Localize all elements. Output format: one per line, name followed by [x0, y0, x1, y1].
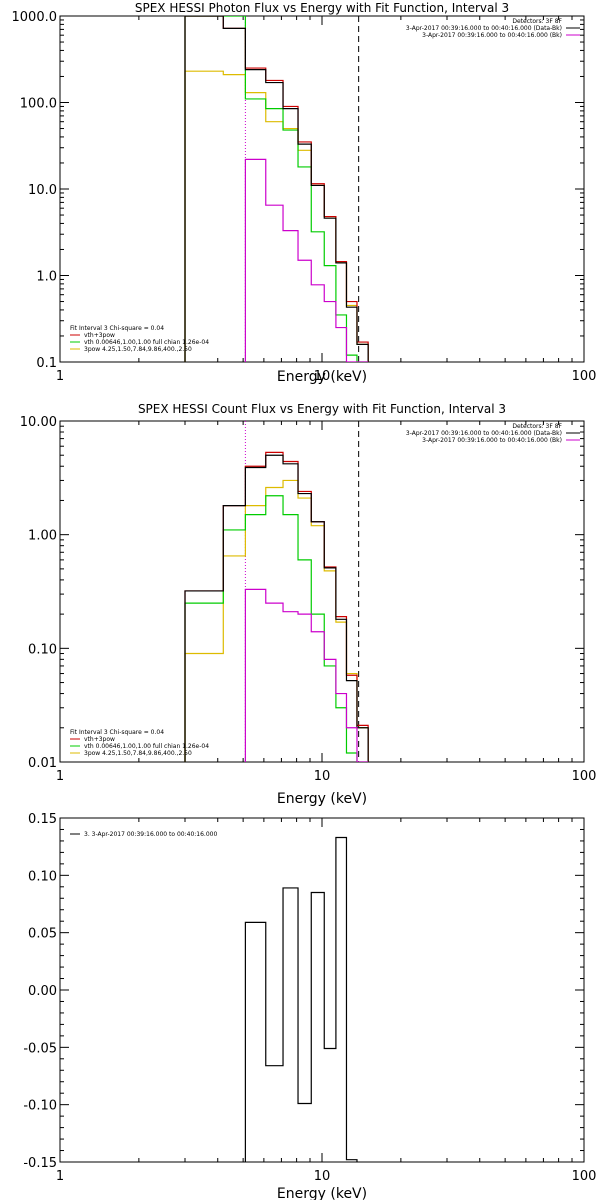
legend-header: Fit Interval 3 Chi-square = 0.04 [70, 325, 164, 332]
series-line [244, 836, 358, 1162]
x-tick-label: 10 [314, 1169, 331, 1184]
x-axis-label: Energy (keV) [277, 791, 367, 807]
chart-title: SPEX HESSI Photon Flux vs Energy with Fi… [135, 1, 509, 15]
series-line [244, 588, 369, 762]
legend-entry: vth 0.00646,1.00,1.00 full chian 1.26e-0… [84, 743, 209, 750]
y-tick-label: 0.01 [28, 756, 57, 771]
y-tick-label: 10.00 [20, 415, 57, 430]
plot-frame-1 [59, 420, 585, 763]
legend-entry: vth+3pow [84, 332, 115, 339]
y-tick-label: -0.15 [23, 1156, 57, 1171]
x-tick-label: 10 [314, 369, 331, 384]
legend-entry: 3-Apr-2017 00:39:16.000 to 00:40:16.000 … [422, 437, 562, 444]
plot-frame-0 [59, 15, 585, 363]
x-tick-label: 100 [572, 1169, 597, 1184]
y-tick-label: 1000.0 [12, 10, 58, 25]
y-tick-label: 10.0 [28, 183, 57, 198]
series-line [184, 16, 369, 362]
x-tick-label: 1 [56, 369, 64, 384]
legend-entry: 3-Apr-2017 00:39:16.000 to 00:40:16.000 … [406, 430, 562, 437]
series-group [244, 836, 358, 1162]
y-tick-label: -0.05 [23, 1041, 57, 1056]
x-axis-label: Energy (keV) [277, 1186, 367, 1200]
legend-header: Fit Interval 3 Chi-square = 0.04 [70, 729, 164, 736]
x-tick-label: 100 [572, 369, 597, 384]
series-line [184, 479, 369, 762]
series-line [184, 454, 369, 762]
y-tick-label: 100.0 [20, 97, 57, 112]
y-tick-label: -0.10 [23, 1099, 57, 1114]
legend-entry: 3pow 4.25,1.50,7.84,9.86,400.,2.50 [84, 750, 192, 757]
y-tick-label: 0.10 [28, 869, 57, 884]
legend-header: Detectors: 3F 8F [512, 18, 562, 25]
series-line [184, 16, 369, 362]
series-line [184, 451, 369, 762]
y-tick-label: 0.05 [28, 927, 57, 942]
series-line [184, 16, 369, 362]
x-tick-label: 10 [314, 769, 331, 784]
legend-entry: 3-Apr-2017 00:39:16.000 to 00:40:16.000 … [422, 32, 562, 39]
y-tick-label: 1.00 [28, 529, 57, 544]
legend-entry: vth+3pow [84, 736, 115, 743]
series-line [184, 70, 369, 362]
plot-frame-2 [59, 817, 585, 1163]
x-tick-label: 1 [56, 1169, 64, 1184]
x-axis-label: Energy (keV) [277, 369, 367, 385]
y-tick-label: 0.15 [28, 812, 57, 827]
legend-entry: vth 0.00646,1.00,1.00 full chian 1.26e-0… [84, 339, 209, 346]
series-line [184, 495, 369, 762]
y-tick-label: 0.1 [36, 356, 57, 371]
y-tick-label: 0.00 [28, 984, 57, 999]
series-line [244, 158, 369, 362]
series-group [184, 451, 369, 762]
y-tick-label: 1.0 [36, 270, 57, 285]
y-tick-label: 0.10 [28, 642, 57, 657]
legend-header: Detectors: 3F 8F [512, 423, 562, 430]
legend-entry: 3. 3-Apr-2017 00:39:16.000 to 00:40:16.0… [84, 831, 217, 838]
legend-entry: 3-Apr-2017 00:39:16.000 to 00:40:16.000 … [406, 25, 562, 32]
x-tick-label: 100 [572, 769, 597, 784]
series-group [184, 16, 369, 362]
x-tick-label: 1 [56, 769, 64, 784]
legend-entry: 3pow 4.25,1.50,7.84,9.86,400.,2.50 [84, 346, 192, 353]
chart-title: SPEX HESSI Count Flux vs Energy with Fit… [138, 402, 506, 416]
